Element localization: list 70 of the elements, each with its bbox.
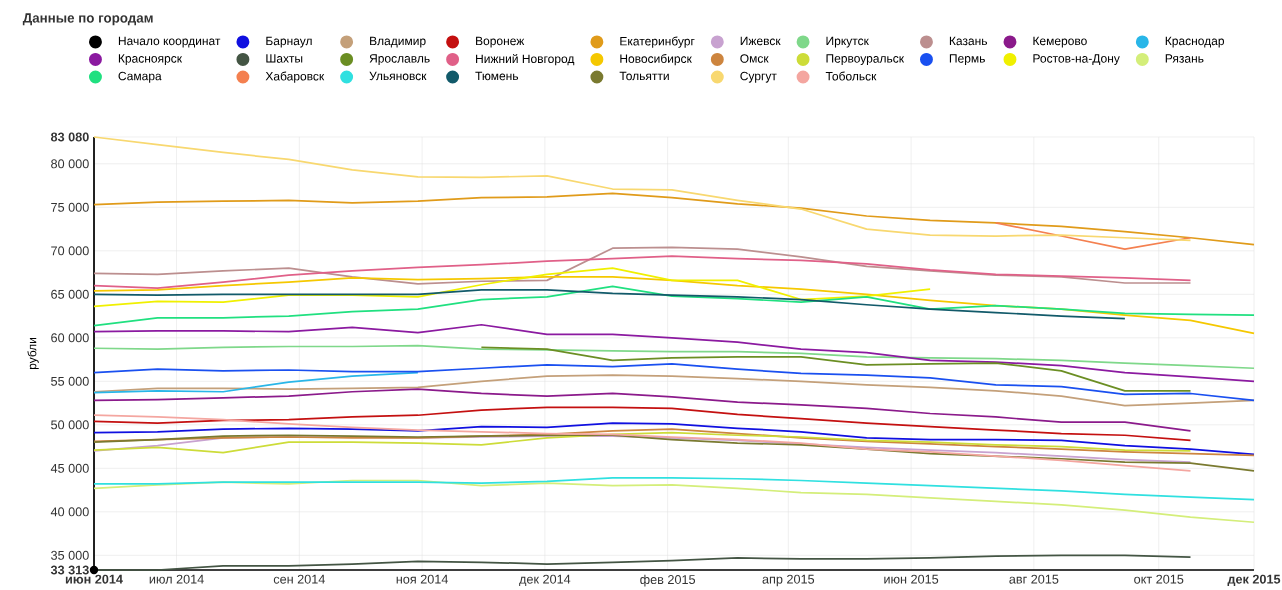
line-series — [93, 267, 932, 308]
legend-label: Нижний Новгород — [476, 53, 575, 66]
legend-label: Сургут — [740, 71, 777, 83]
y-tick-label: 35 000 — [51, 550, 89, 560]
x-tick-label: июн 2014 — [65, 574, 123, 584]
y-tick-label: 40 000 — [50, 507, 89, 517]
line-series — [93, 406, 1192, 442]
y-tick-label: 70 000 — [51, 246, 89, 256]
legend-label: Тюмень — [475, 71, 519, 81]
x-tick-label: сен 2014 — [273, 574, 325, 584]
legend-label: Иркутск — [826, 36, 869, 48]
line-series — [93, 431, 1192, 454]
line-series — [93, 344, 1255, 370]
x-tick-label: дек 2015 — [1227, 574, 1281, 587]
legend-label: Тобольск — [825, 71, 877, 81]
line-series — [93, 371, 419, 394]
line-series — [93, 363, 1255, 402]
legend-label: Владимир — [370, 36, 426, 48]
y-tick-label: 55 000 — [51, 376, 89, 386]
legend-label: Краснодар — [1165, 36, 1225, 48]
legend-label: Воронеж — [476, 36, 525, 48]
x-tick-label: фев 2015 — [640, 574, 696, 587]
legend-label: Омск — [740, 54, 769, 63]
chart-title: Данные по городам — [22, 13, 153, 26]
legend-label: Казань — [949, 36, 988, 46]
y-axis-title: рубли — [27, 337, 39, 370]
x-tick-label: апр 2015 — [762, 574, 815, 587]
x-tick-label: июн 2015 — [884, 574, 939, 584]
legend-label: Ульяновск — [369, 71, 427, 81]
legend-label: Тольятти — [619, 71, 669, 81]
line-series — [93, 255, 1192, 290]
line-series — [93, 192, 1255, 246]
x-tick-label: ноя 2014 — [396, 574, 449, 584]
y-tick-label: 60 000 — [51, 333, 89, 343]
y-tick-label: 33 313 — [50, 565, 89, 575]
legend-label: Рязань — [1165, 54, 1204, 63]
legend-label: Самара — [118, 71, 162, 83]
line-series — [93, 422, 1255, 456]
line-series — [994, 222, 1192, 250]
legend-label: Пермь — [949, 54, 985, 66]
y-tick-label: 83 080 — [50, 132, 89, 142]
legend-label: Ростов-на-Дону — [1033, 54, 1120, 66]
legend-label: Барнаул — [266, 36, 312, 48]
line-series — [480, 346, 1192, 392]
line-series — [93, 479, 1255, 524]
line-series — [93, 323, 1255, 383]
y-tick-label: 50 000 — [51, 420, 89, 430]
legend-label: Ярославль — [369, 54, 430, 66]
y-tick-label: 65 000 — [51, 289, 89, 299]
y-tick-label: 75 000 — [51, 202, 89, 212]
line-series — [93, 285, 1255, 327]
legend-label: Новосибирск — [620, 54, 692, 66]
legend-label: Екатеринбург — [620, 36, 695, 48]
x-tick-label: июл 2014 — [149, 574, 204, 584]
y-tick-label: 45 000 — [50, 463, 89, 473]
x-tick-label: дек 2014 — [519, 574, 571, 587]
line-series — [93, 246, 1192, 285]
legend-label: Ижевск — [740, 36, 781, 46]
legend-label: Первоуральск — [826, 54, 905, 66]
legend-label: Начало координат — [118, 36, 221, 48]
line-series — [93, 276, 1255, 335]
legend-label: Хабаровск — [265, 71, 325, 83]
legend-label: Красноярск — [118, 54, 183, 66]
line-series — [93, 136, 1192, 242]
legend-label: Кемерово — [1033, 36, 1087, 48]
line-series — [93, 388, 1192, 432]
x-tick-label: авг 2015 — [1009, 574, 1059, 584]
legend-label: Шахты — [266, 54, 303, 63]
x-tick-label: окт 2015 — [1134, 574, 1184, 584]
y-tick-label: 80 000 — [51, 159, 89, 169]
